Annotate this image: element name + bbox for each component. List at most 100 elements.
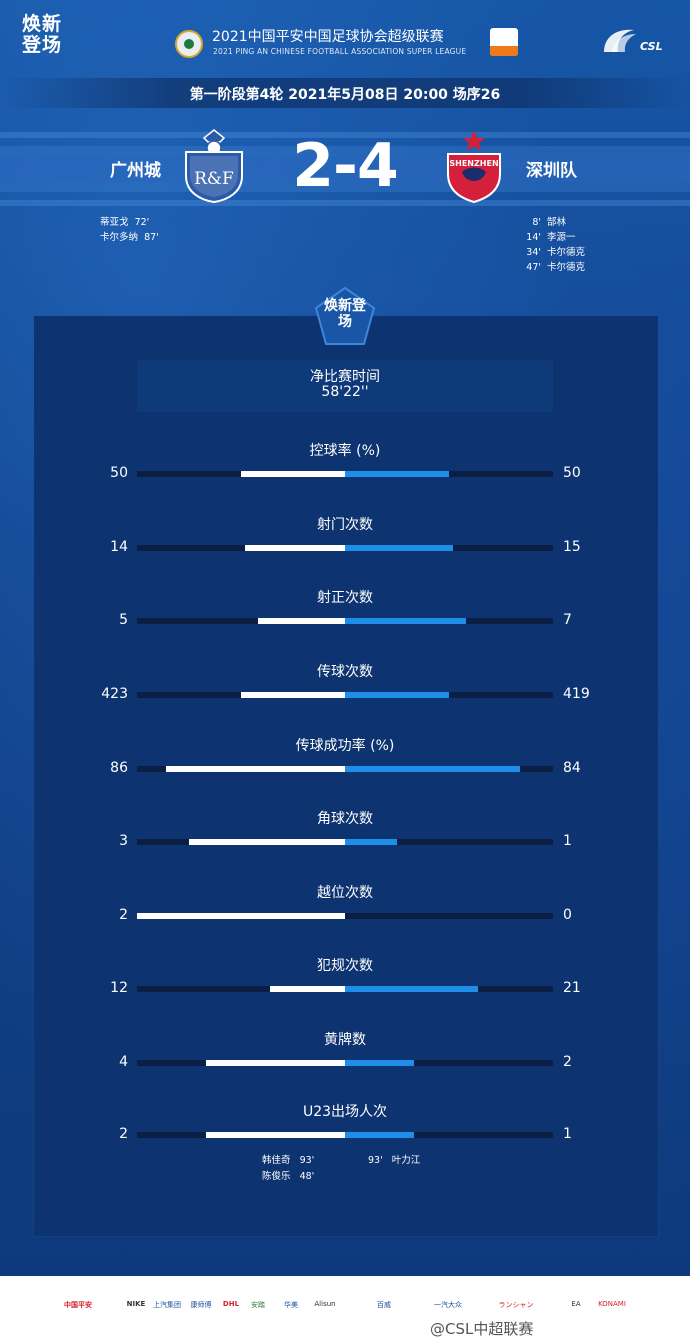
decor-stripe: [0, 200, 690, 206]
home-value: 423: [101, 686, 128, 702]
brand-logo: 焕新登场: [22, 13, 63, 56]
home-bar: [245, 545, 345, 551]
home-bar: [258, 618, 345, 624]
u23-minute: 48': [299, 1171, 315, 1182]
stat-label: 射门次数: [317, 517, 373, 533]
u23-away-players: 93' 叶力江: [368, 1153, 458, 1169]
stat-label: 黄牌数: [324, 1032, 366, 1048]
away-bar: [345, 986, 478, 992]
goal-row: 34' 卡尔德克: [523, 245, 623, 260]
home-value: 2: [119, 1126, 128, 1142]
scorer-name: 卡尔德克: [547, 262, 586, 273]
stat-row: 射门次数 14 15: [0, 514, 690, 574]
goal-minute: 87': [144, 232, 159, 243]
home-goals: 蒂亚戈 72' 卡尔多纳 87': [100, 215, 190, 245]
csl-logo-icon: [604, 29, 636, 52]
home-value: 5: [119, 612, 128, 628]
goal-row: 卡尔多纳 87': [100, 230, 190, 245]
home-value: 4: [119, 1054, 128, 1070]
scorer-name: 蒂亚戈: [100, 217, 129, 228]
goal-minute: 34': [526, 247, 541, 258]
stat-label: 射正次数: [317, 590, 373, 606]
away-team-name: 深圳队: [526, 161, 577, 181]
stat-label: 传球成功率 (%): [295, 738, 395, 754]
sponsor-logo: 中国平安: [64, 1301, 92, 1309]
away-goals: 8' 郜林 14' 李源一 34' 卡尔德克 47' 卡尔德克: [523, 215, 623, 275]
sponsor-logo: 百威: [377, 1301, 391, 1309]
u23-player: 陈俊乐: [262, 1171, 291, 1182]
sponsor-logo: DHL: [222, 1300, 240, 1308]
time-box: [137, 360, 553, 412]
away-value: 7: [563, 612, 572, 628]
stat-row: 黄牌数 4 2: [0, 1029, 690, 1089]
stat-row: 越位次数 2 0: [0, 882, 690, 942]
sponsor-logo: Alisun: [314, 1300, 336, 1308]
scorer-name: 卡尔德克: [547, 247, 586, 258]
goal-row: 14' 李源一: [523, 230, 623, 245]
home-value: 50: [110, 465, 128, 481]
panel-badge-text: 焕新登场: [324, 298, 366, 330]
away-bar: [345, 1060, 414, 1066]
away-value: 15: [563, 539, 581, 555]
sponsor-logo: 安踏: [251, 1301, 265, 1309]
stat-label: 传球次数: [317, 664, 373, 680]
away-team-crest-icon: SHENZHEN: [447, 130, 501, 204]
match-score: 2-4: [292, 131, 398, 201]
net-time-value: 58'22'': [321, 384, 369, 400]
stat-row: 犯规次数 12 21: [0, 955, 690, 1015]
u23-row: 陈俊乐 48': [262, 1169, 342, 1185]
score-band: [0, 134, 690, 204]
net-time-label: 净比赛时间: [310, 369, 380, 385]
league-title: 2021中国平安中国足球协会超级联赛: [212, 29, 444, 45]
home-team-name: 广州城: [110, 161, 161, 181]
home-value: 3: [119, 833, 128, 849]
goal-minute: 14': [526, 232, 541, 243]
sponsor-logo: EA: [571, 1300, 581, 1308]
home-bar: [206, 1132, 345, 1138]
home-value: 12: [110, 980, 128, 996]
away-value: 419: [563, 686, 590, 702]
home-bar: [206, 1060, 345, 1066]
home-bar: [241, 471, 345, 477]
sponsor-logo: ランシャン: [498, 1301, 534, 1309]
home-team-crest-icon: R&F: [185, 129, 243, 204]
away-value: 1: [563, 833, 572, 849]
goal-row: 蒂亚戈 72': [100, 215, 190, 230]
league-subtitle: 2021 PING AN CHINESE FOOTBALL ASSOCIATIO…: [213, 47, 467, 56]
sponsor-logo: NIKE: [126, 1300, 146, 1308]
sponsor-logo: KONAMI: [598, 1300, 626, 1308]
away-bar: [345, 692, 449, 698]
home-bar: [189, 839, 345, 845]
stat-label: 犯规次数: [317, 958, 373, 974]
stat-label: 越位次数: [317, 885, 373, 901]
home-value: 14: [110, 539, 128, 555]
u23-minute: 93': [299, 1155, 315, 1166]
u23-row: 93' 叶力江: [368, 1153, 458, 1169]
home-bar: [270, 986, 345, 992]
away-value: 2: [563, 1054, 572, 1070]
away-value: 50: [563, 465, 581, 481]
goal-minute: 47': [526, 262, 541, 273]
away-value: 0: [563, 907, 572, 923]
weibo-watermark: @CSL中超联赛: [430, 1320, 534, 1338]
sponsor-logo: 华美: [284, 1301, 298, 1309]
goal-row: 47' 卡尔德克: [523, 260, 623, 275]
away-bar: [345, 545, 453, 551]
stat-row: U23出场人次 2 1: [0, 1101, 690, 1161]
decor-stripe: [0, 132, 690, 138]
stat-label: U23出场人次: [302, 1104, 388, 1120]
goal-minute: 72': [134, 217, 150, 228]
stat-row: 传球成功率 (%) 86 84: [0, 735, 690, 795]
header: 焕新登场 2021中国平安中国足球协会超级联赛 2021 PING AN CHI…: [0, 0, 690, 70]
away-bar: [345, 618, 466, 624]
away-bar: [345, 766, 520, 772]
home-bar: [137, 913, 345, 919]
stat-row: 传球次数 423 419: [0, 661, 690, 721]
home-bar: [241, 692, 345, 698]
u23-player: 韩佳奇: [262, 1155, 291, 1166]
round-bar: [0, 78, 690, 108]
sponsor-footer: [0, 1276, 690, 1344]
home-bar: [166, 766, 345, 772]
away-bar: [345, 471, 449, 477]
scorer-name: 卡尔多纳: [100, 232, 139, 243]
